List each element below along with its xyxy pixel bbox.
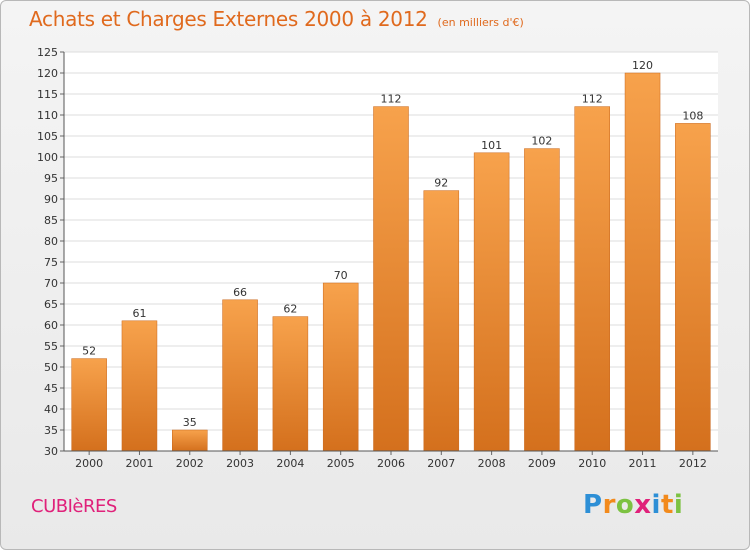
data-label-2000: 52 bbox=[82, 345, 96, 358]
y-tick-label-40: 40 bbox=[44, 403, 58, 416]
y-tick-label-60: 60 bbox=[44, 319, 58, 332]
bar-2002 bbox=[172, 429, 208, 452]
y-tick-label-35: 35 bbox=[44, 424, 58, 437]
data-label-2007: 92 bbox=[434, 177, 448, 190]
chart-title-text: Achats et Charges Externes 2000 à 2012 bbox=[29, 7, 428, 31]
axes: 30 35 40 45 50 55 60 65 70 75 80 85 90 95 100 105 110 115… bbox=[37, 46, 718, 470]
y-tick-label-115: 115 bbox=[37, 88, 58, 101]
bar-2006 bbox=[373, 106, 409, 452]
bar-2005 bbox=[322, 282, 359, 452]
data-label-2004: 62 bbox=[283, 303, 297, 316]
data-label-2001: 61 bbox=[132, 307, 146, 320]
y-tick-label-80: 80 bbox=[44, 235, 58, 248]
x-tick-label-2011: 2011 bbox=[629, 457, 657, 470]
data-label-2008: 101 bbox=[481, 139, 502, 152]
x-tick-label-2003: 2003 bbox=[226, 457, 254, 470]
proxiti-logo[interactable]: Proxiti bbox=[583, 490, 683, 520]
x-tick-label-2006: 2006 bbox=[377, 457, 405, 470]
y-tick-label-110: 110 bbox=[37, 109, 58, 122]
data-label-2002: 35 bbox=[183, 416, 197, 429]
logo-letter-4: i bbox=[651, 490, 661, 520]
y-tick-label-30: 30 bbox=[44, 445, 58, 458]
data-label-2010: 112 bbox=[582, 93, 603, 106]
data-label-2011: 120 bbox=[632, 59, 653, 72]
x-tick-label-2004: 2004 bbox=[276, 457, 304, 470]
y-tick-label-55: 55 bbox=[44, 340, 58, 353]
bar-2011 bbox=[624, 72, 661, 452]
chart-subtitle: (en milliers d'€) bbox=[437, 16, 524, 29]
x-tick-label-2009: 2009 bbox=[528, 457, 556, 470]
x-tick-label-2008: 2008 bbox=[478, 457, 506, 470]
data-label-2006: 112 bbox=[381, 93, 402, 106]
y-tick-label-50: 50 bbox=[44, 361, 58, 374]
y-tick-label-85: 85 bbox=[44, 214, 58, 227]
y-tick-label-70: 70 bbox=[44, 277, 58, 290]
bar-2001 bbox=[121, 320, 158, 452]
y-tick-label-95: 95 bbox=[44, 172, 58, 185]
data-label-2012: 108 bbox=[682, 109, 703, 122]
x-tick-label-2005: 2005 bbox=[327, 457, 355, 470]
bar-2003 bbox=[222, 299, 258, 452]
bars: 52 61 35 66 62 70 112 92 101 102 112 120 108 bbox=[71, 59, 711, 452]
x-tick-label-2001: 2001 bbox=[125, 457, 153, 470]
logo-letter-1: r bbox=[602, 490, 616, 520]
chart-title: Achats et Charges Externes 2000 à 2012 (e… bbox=[29, 7, 524, 31]
data-label-2003: 66 bbox=[233, 286, 247, 299]
y-tick-label-100: 100 bbox=[37, 151, 58, 164]
y-tick-label-125: 125 bbox=[37, 46, 58, 59]
bar-2004 bbox=[272, 316, 309, 452]
commune-name: CUBIèRES bbox=[31, 496, 117, 517]
y-tick-label-65: 65 bbox=[44, 298, 58, 311]
y-tick-label-90: 90 bbox=[44, 193, 58, 206]
bar-2000 bbox=[71, 358, 107, 452]
y-tick-label-45: 45 bbox=[44, 382, 58, 395]
logo-letter-5: t bbox=[660, 490, 674, 520]
logo-letter-3: x bbox=[634, 490, 652, 520]
x-tick-label-2000: 2000 bbox=[75, 457, 103, 470]
bar-2007 bbox=[423, 190, 460, 452]
bar-2010 bbox=[574, 106, 610, 452]
logo-letter-6: i bbox=[673, 490, 684, 520]
y-tick-label-105: 105 bbox=[37, 130, 58, 143]
data-label-2009: 102 bbox=[531, 135, 552, 148]
logo-letter-2: o bbox=[615, 490, 635, 520]
data-label-2005: 70 bbox=[334, 269, 348, 282]
bar-2009 bbox=[524, 148, 560, 452]
x-tick-label-2002: 2002 bbox=[176, 457, 204, 470]
bar-2008 bbox=[473, 152, 510, 452]
logo-letter-0: P bbox=[583, 490, 603, 520]
x-tick-label-2012: 2012 bbox=[679, 457, 707, 470]
y-tick-label-120: 120 bbox=[37, 67, 58, 80]
y-tick-label-75: 75 bbox=[44, 256, 58, 269]
x-tick-label-2010: 2010 bbox=[578, 457, 606, 470]
x-tick-label-2007: 2007 bbox=[427, 457, 455, 470]
bar-2012 bbox=[675, 123, 711, 452]
